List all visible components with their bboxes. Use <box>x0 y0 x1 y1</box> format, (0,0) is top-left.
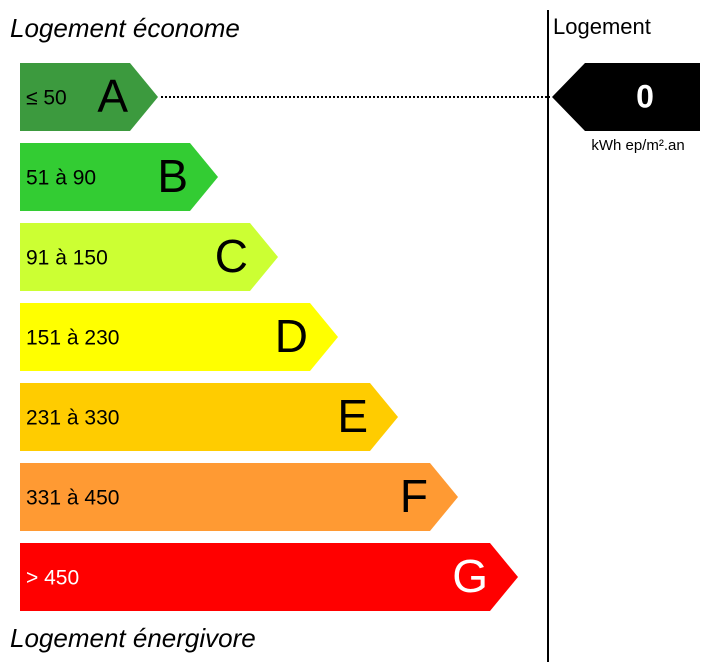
class-letter: B <box>157 150 188 202</box>
class-bar <box>20 223 278 291</box>
class-range: 231 à 330 <box>26 407 119 430</box>
class-bar <box>20 383 398 451</box>
class-letter: A <box>97 70 128 122</box>
top-label: Logement économe <box>10 13 240 43</box>
indicator: 0 kWh ep/m².an <box>161 63 700 154</box>
class-letter: D <box>275 310 308 362</box>
class-range: 91 à 150 <box>26 247 108 270</box>
class-range: 151 à 230 <box>26 327 119 350</box>
class-bars: ≤ 50 A 51 à 90 B 91 à 150 C 151 à 230 D 231 à 33… <box>20 63 518 611</box>
class-bar <box>20 463 458 531</box>
bottom-label: Logement énergivore <box>10 623 256 653</box>
class-range: 331 à 450 <box>26 487 119 510</box>
class-range: ≤ 50 <box>26 87 67 110</box>
indicator-value: 0 <box>636 78 654 114</box>
class-letter: C <box>215 230 248 282</box>
indicator-header: Logement <box>553 14 651 39</box>
class-letter: F <box>400 470 428 522</box>
class-letter: E <box>337 390 368 442</box>
class-bar <box>20 63 158 131</box>
indicator-arrow <box>552 63 700 131</box>
class-bar <box>20 543 518 611</box>
class-bar <box>20 303 338 371</box>
class-range: 51 à 90 <box>26 167 96 190</box>
indicator-unit: kWh ep/m².an <box>591 137 684 154</box>
class-bar <box>20 143 218 211</box>
class-letter: G <box>452 550 488 602</box>
class-range: > 450 <box>26 567 79 590</box>
